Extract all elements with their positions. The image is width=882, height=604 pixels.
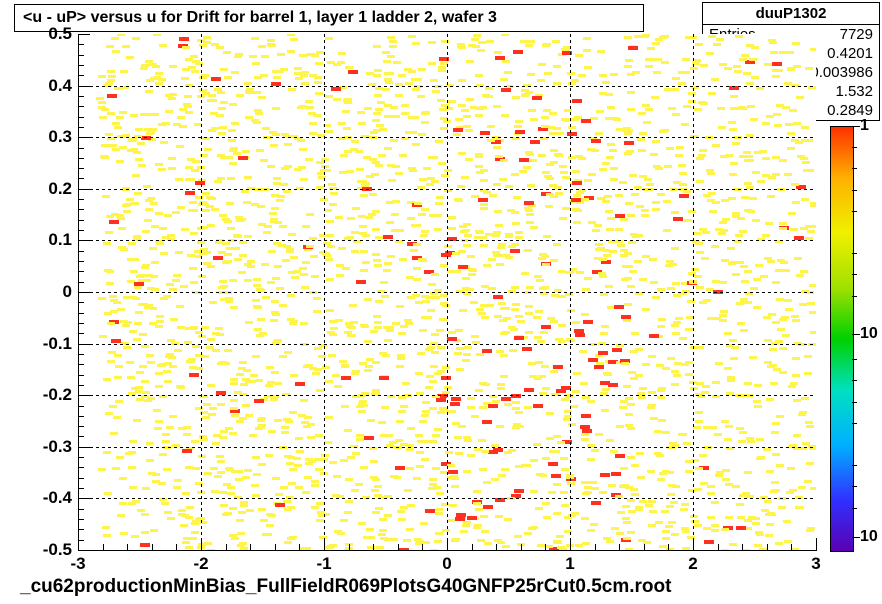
colorbar-tick-label: 1 xyxy=(860,117,869,135)
x-tick-label: 0 xyxy=(427,554,467,574)
stats-name: duuP1302 xyxy=(703,3,879,25)
x-tick-label: -1 xyxy=(304,554,344,574)
y-tick-label: 0.2 xyxy=(28,179,72,199)
x-tick-label: 1 xyxy=(550,554,590,574)
x-tick-label: -2 xyxy=(181,554,221,574)
y-tick-label: 0.3 xyxy=(28,127,72,147)
chart-title: <u - uP> versus u for Drift for barrel 1… xyxy=(14,4,644,32)
x-tick-label: 2 xyxy=(673,554,713,574)
y-tick-label: -0.2 xyxy=(28,385,72,405)
colorbar-tick-label: 10 xyxy=(860,528,878,546)
x-tick-label: 3 xyxy=(796,554,836,574)
y-tick-label: 0.4 xyxy=(28,76,72,96)
y-tick-label: 0 xyxy=(28,282,72,302)
y-tick-label: 0.1 xyxy=(28,230,72,250)
plot-area xyxy=(78,34,816,550)
colorbar xyxy=(830,126,854,552)
y-tick-label: -0.3 xyxy=(28,437,72,457)
footer-filename: _cu62productionMinBias_FullFieldR069Plot… xyxy=(20,576,671,598)
y-tick-label: -0.4 xyxy=(28,488,72,508)
y-tick-label: -0.1 xyxy=(28,334,72,354)
colorbar-tick-label: 10 xyxy=(860,325,878,343)
x-tick-label: -3 xyxy=(58,554,98,574)
y-tick-label: 0.5 xyxy=(28,24,72,44)
